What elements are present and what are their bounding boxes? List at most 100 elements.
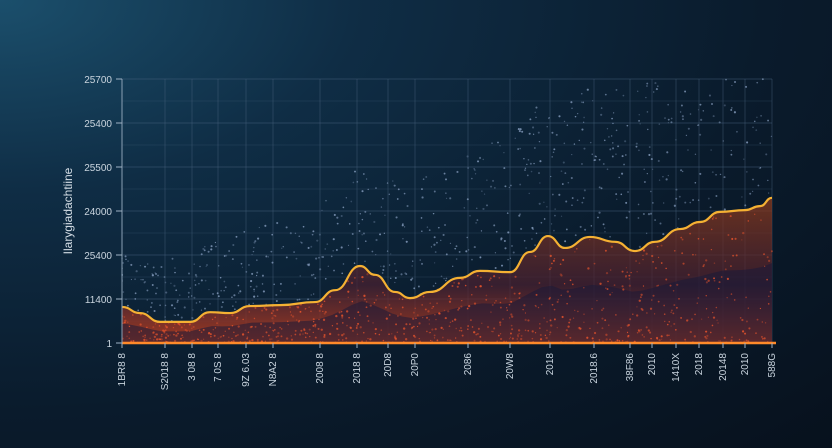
scatter-dot — [440, 326, 443, 330]
scatter-dot — [122, 291, 125, 293]
scatter-dot — [469, 319, 472, 322]
scatter-dot — [636, 331, 639, 334]
scatter-dot — [135, 270, 138, 273]
scatter-dot — [275, 299, 278, 303]
scatter-dot — [628, 210, 631, 213]
scatter-dot — [367, 320, 370, 322]
scatter-dot — [146, 310, 149, 313]
scatter-dot — [373, 220, 376, 224]
scatter-dot — [747, 220, 750, 222]
scatter-dot — [476, 219, 479, 221]
scatter-dot — [449, 242, 452, 245]
scatter-dot — [160, 265, 163, 269]
scatter-dot — [574, 251, 576, 253]
scatter-dot — [725, 78, 727, 81]
scatter-dot — [731, 84, 733, 87]
scatter-dot — [382, 197, 384, 200]
scatter-dot — [754, 120, 756, 123]
scatter-dot — [648, 146, 651, 149]
scatter-dot — [380, 329, 383, 331]
scatter-dot — [705, 259, 708, 262]
scatter-dot — [342, 322, 344, 324]
scatter-dot — [529, 118, 532, 121]
scatter-dot — [700, 318, 703, 320]
scatter-dot — [258, 226, 260, 229]
scatter-dot — [637, 203, 640, 206]
scatter-dot — [712, 311, 714, 314]
scatter-dot — [766, 256, 769, 259]
scatter-dot — [137, 309, 140, 312]
scatter-dot — [355, 327, 358, 329]
scatter-dot — [188, 272, 191, 275]
scatter-dot — [627, 191, 629, 193]
scatter-dot — [147, 263, 149, 265]
scatter-dot — [202, 247, 205, 251]
scatter-dot — [361, 190, 364, 193]
scatter-dot — [231, 296, 233, 298]
scatter-dot — [146, 326, 148, 329]
scatter-dot — [286, 320, 289, 323]
scatter-dot — [570, 101, 573, 104]
scatter-dot — [167, 334, 170, 337]
scatter-dot — [171, 257, 174, 260]
scatter-dot — [550, 324, 553, 327]
scatter-dot — [430, 246, 433, 248]
scatter-dot — [318, 318, 320, 321]
scatter-dot — [676, 283, 679, 286]
scatter-dot — [395, 323, 397, 326]
scatter-dot — [741, 196, 743, 198]
scatter-dot — [223, 290, 225, 292]
scatter-dot — [463, 207, 466, 209]
scatter-dot — [321, 256, 323, 258]
scatter-dot — [322, 318, 326, 322]
scatter-dot — [403, 332, 406, 335]
scatter-dot — [268, 338, 272, 341]
scatter-dot — [299, 311, 302, 313]
scatter-dot — [290, 314, 293, 316]
scatter-dot — [618, 340, 621, 342]
scatter-dot — [770, 135, 773, 138]
scatter-dot — [748, 327, 751, 330]
scatter-dot — [458, 329, 461, 332]
scatter-dot — [429, 302, 432, 305]
x-tick-label: 1BR8 8 — [117, 353, 128, 387]
scatter-dot — [279, 290, 282, 292]
x-tick-label: 20W8 — [505, 353, 516, 380]
scatter-dot — [710, 149, 712, 151]
scatter-dot — [458, 250, 461, 253]
scatter-dot — [291, 315, 295, 318]
scatter-dot — [756, 318, 759, 321]
scatter-dot — [383, 294, 386, 296]
scatter-dot — [571, 197, 574, 200]
scatter-dot — [476, 207, 478, 209]
scatter-dot — [689, 330, 692, 334]
scatter-dot — [713, 277, 715, 280]
scatter-dot — [130, 263, 133, 266]
y-tick-label: 25400 — [84, 251, 112, 262]
scatter-dot — [381, 272, 384, 274]
scatter-dot — [365, 340, 368, 342]
scatter-dot — [405, 240, 408, 243]
scatter-dot — [371, 250, 374, 253]
scatter-dot — [560, 274, 563, 277]
scatter-dot — [357, 289, 359, 292]
scatter-dot — [511, 245, 513, 247]
scatter-dot — [509, 336, 512, 339]
scatter-dot — [248, 264, 250, 266]
scatter-dot — [689, 113, 692, 115]
scatter-dot — [565, 228, 568, 231]
scatter-dot — [720, 276, 723, 278]
x-tick-label: 1410X — [671, 353, 682, 382]
scatter-dot — [657, 85, 659, 87]
y-ticks: 1 11400 25400 24000 25500 25400 25700 — [84, 75, 122, 350]
scatter-dot — [200, 331, 203, 334]
scatter-dot — [553, 258, 556, 260]
x-tick-label: 7 0S 8 — [213, 353, 224, 382]
scatter-dot — [376, 295, 378, 297]
scatter-dot — [657, 256, 660, 259]
scatter-dot — [348, 316, 350, 319]
scatter-dot — [318, 309, 321, 313]
y-tick-label: 25400 — [84, 119, 112, 130]
scatter-dot — [411, 265, 413, 267]
scatter-dot — [538, 282, 541, 284]
